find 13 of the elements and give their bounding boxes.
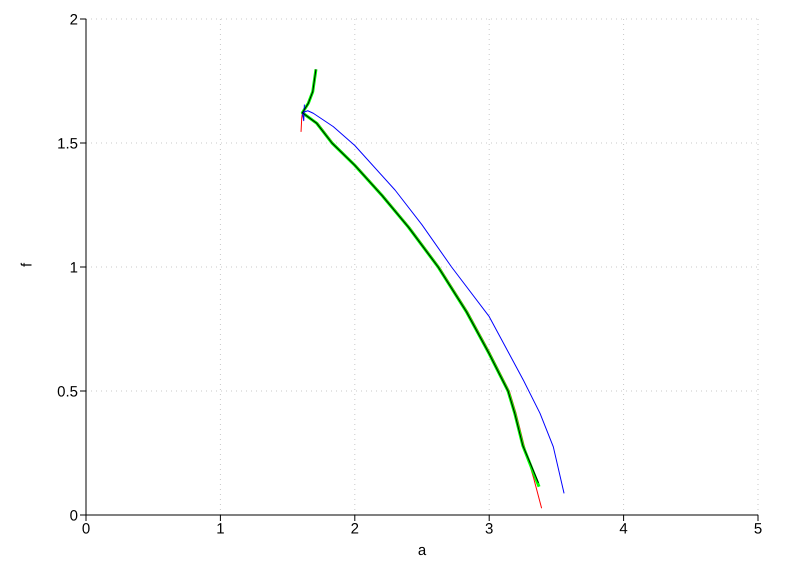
- y-tick-label: 0.5: [57, 383, 78, 400]
- y-tick-label: 1.5: [57, 135, 78, 152]
- x-tick-label: 5: [754, 520, 762, 538]
- y-tick-label: 0: [70, 507, 78, 524]
- x-tick-label: 0: [82, 520, 90, 538]
- x-tick-label: 1: [216, 520, 225, 538]
- x-tick-label: 4: [619, 520, 628, 538]
- y-axis-title: f: [18, 262, 36, 267]
- y-tick-label: 2: [70, 11, 78, 28]
- x-tick-label: 3: [485, 520, 494, 538]
- y-tick-label: 1: [70, 259, 78, 276]
- x-tick-label: 2: [350, 520, 359, 538]
- x-axis-title: a: [418, 542, 427, 559]
